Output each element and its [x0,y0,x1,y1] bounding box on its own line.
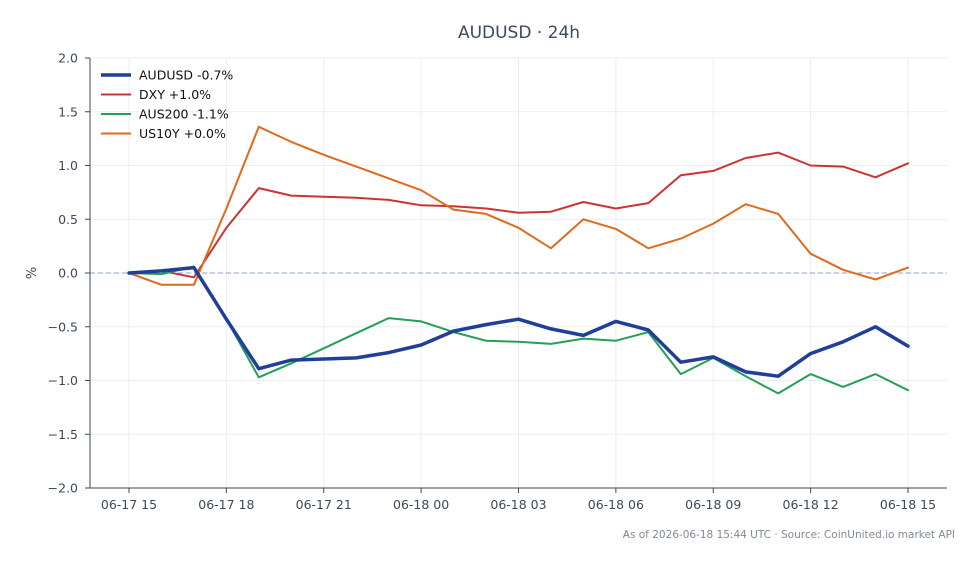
y-tick-label: −0.5 [48,319,78,334]
legend-label-audusd: AUDUSD -0.7% [139,68,233,83]
y-tick-label: −1.5 [48,427,78,442]
x-tick-label: 06-18 06 [588,497,644,512]
y-tick-label: 1.0 [58,158,78,173]
axes: 2.0 1.5 1.0 0.5 0.0 −0.5 −1.0 −1.5 −2.0 06-17 15 0… [48,51,947,512]
series-line-us10y [128,125,909,286]
x-tick-label: 06-18 09 [685,497,741,512]
legend-label-dxy: DXY +1.0% [139,87,211,102]
series-line-audusd [127,265,910,378]
y-tick-label: −1.0 [48,373,78,388]
x-tick-label: 06-17 18 [198,497,254,512]
chart-title: AUDUSD · 24h [458,23,580,43]
y-tick-label: 1.5 [58,104,78,119]
y-tick-label: −2.0 [48,481,78,496]
x-tick-label: 06-18 00 [393,497,449,512]
x-tick-label: 06-17 21 [296,497,352,512]
grid [90,57,947,489]
series-line-dxy [128,151,909,279]
x-tick-label: 06-18 15 [880,497,936,512]
series-lines [127,125,910,395]
x-tick-label: 06-18 03 [490,497,546,512]
series-line-aus200 [128,265,909,395]
y-axis-label: % [25,267,40,279]
legend-label-us10y: US10Y +0.0% [139,126,226,141]
x-tick-label: 06-18 12 [783,497,839,512]
footnote: As of 2026-06-18 15:44 UTC · Source: Coi… [623,529,955,541]
x-tick-label: 06-17 15 [101,497,157,512]
y-tick-label: 2.0 [58,51,78,66]
legend-label-aus200: AUS200 -1.1% [139,107,229,122]
y-tick-label: 0.5 [58,212,78,227]
legend: AUDUSD -0.7% DXY +1.0% AUS200 -1.1% US10Y +… [101,68,233,141]
y-tick-label: 0.0 [58,266,78,281]
